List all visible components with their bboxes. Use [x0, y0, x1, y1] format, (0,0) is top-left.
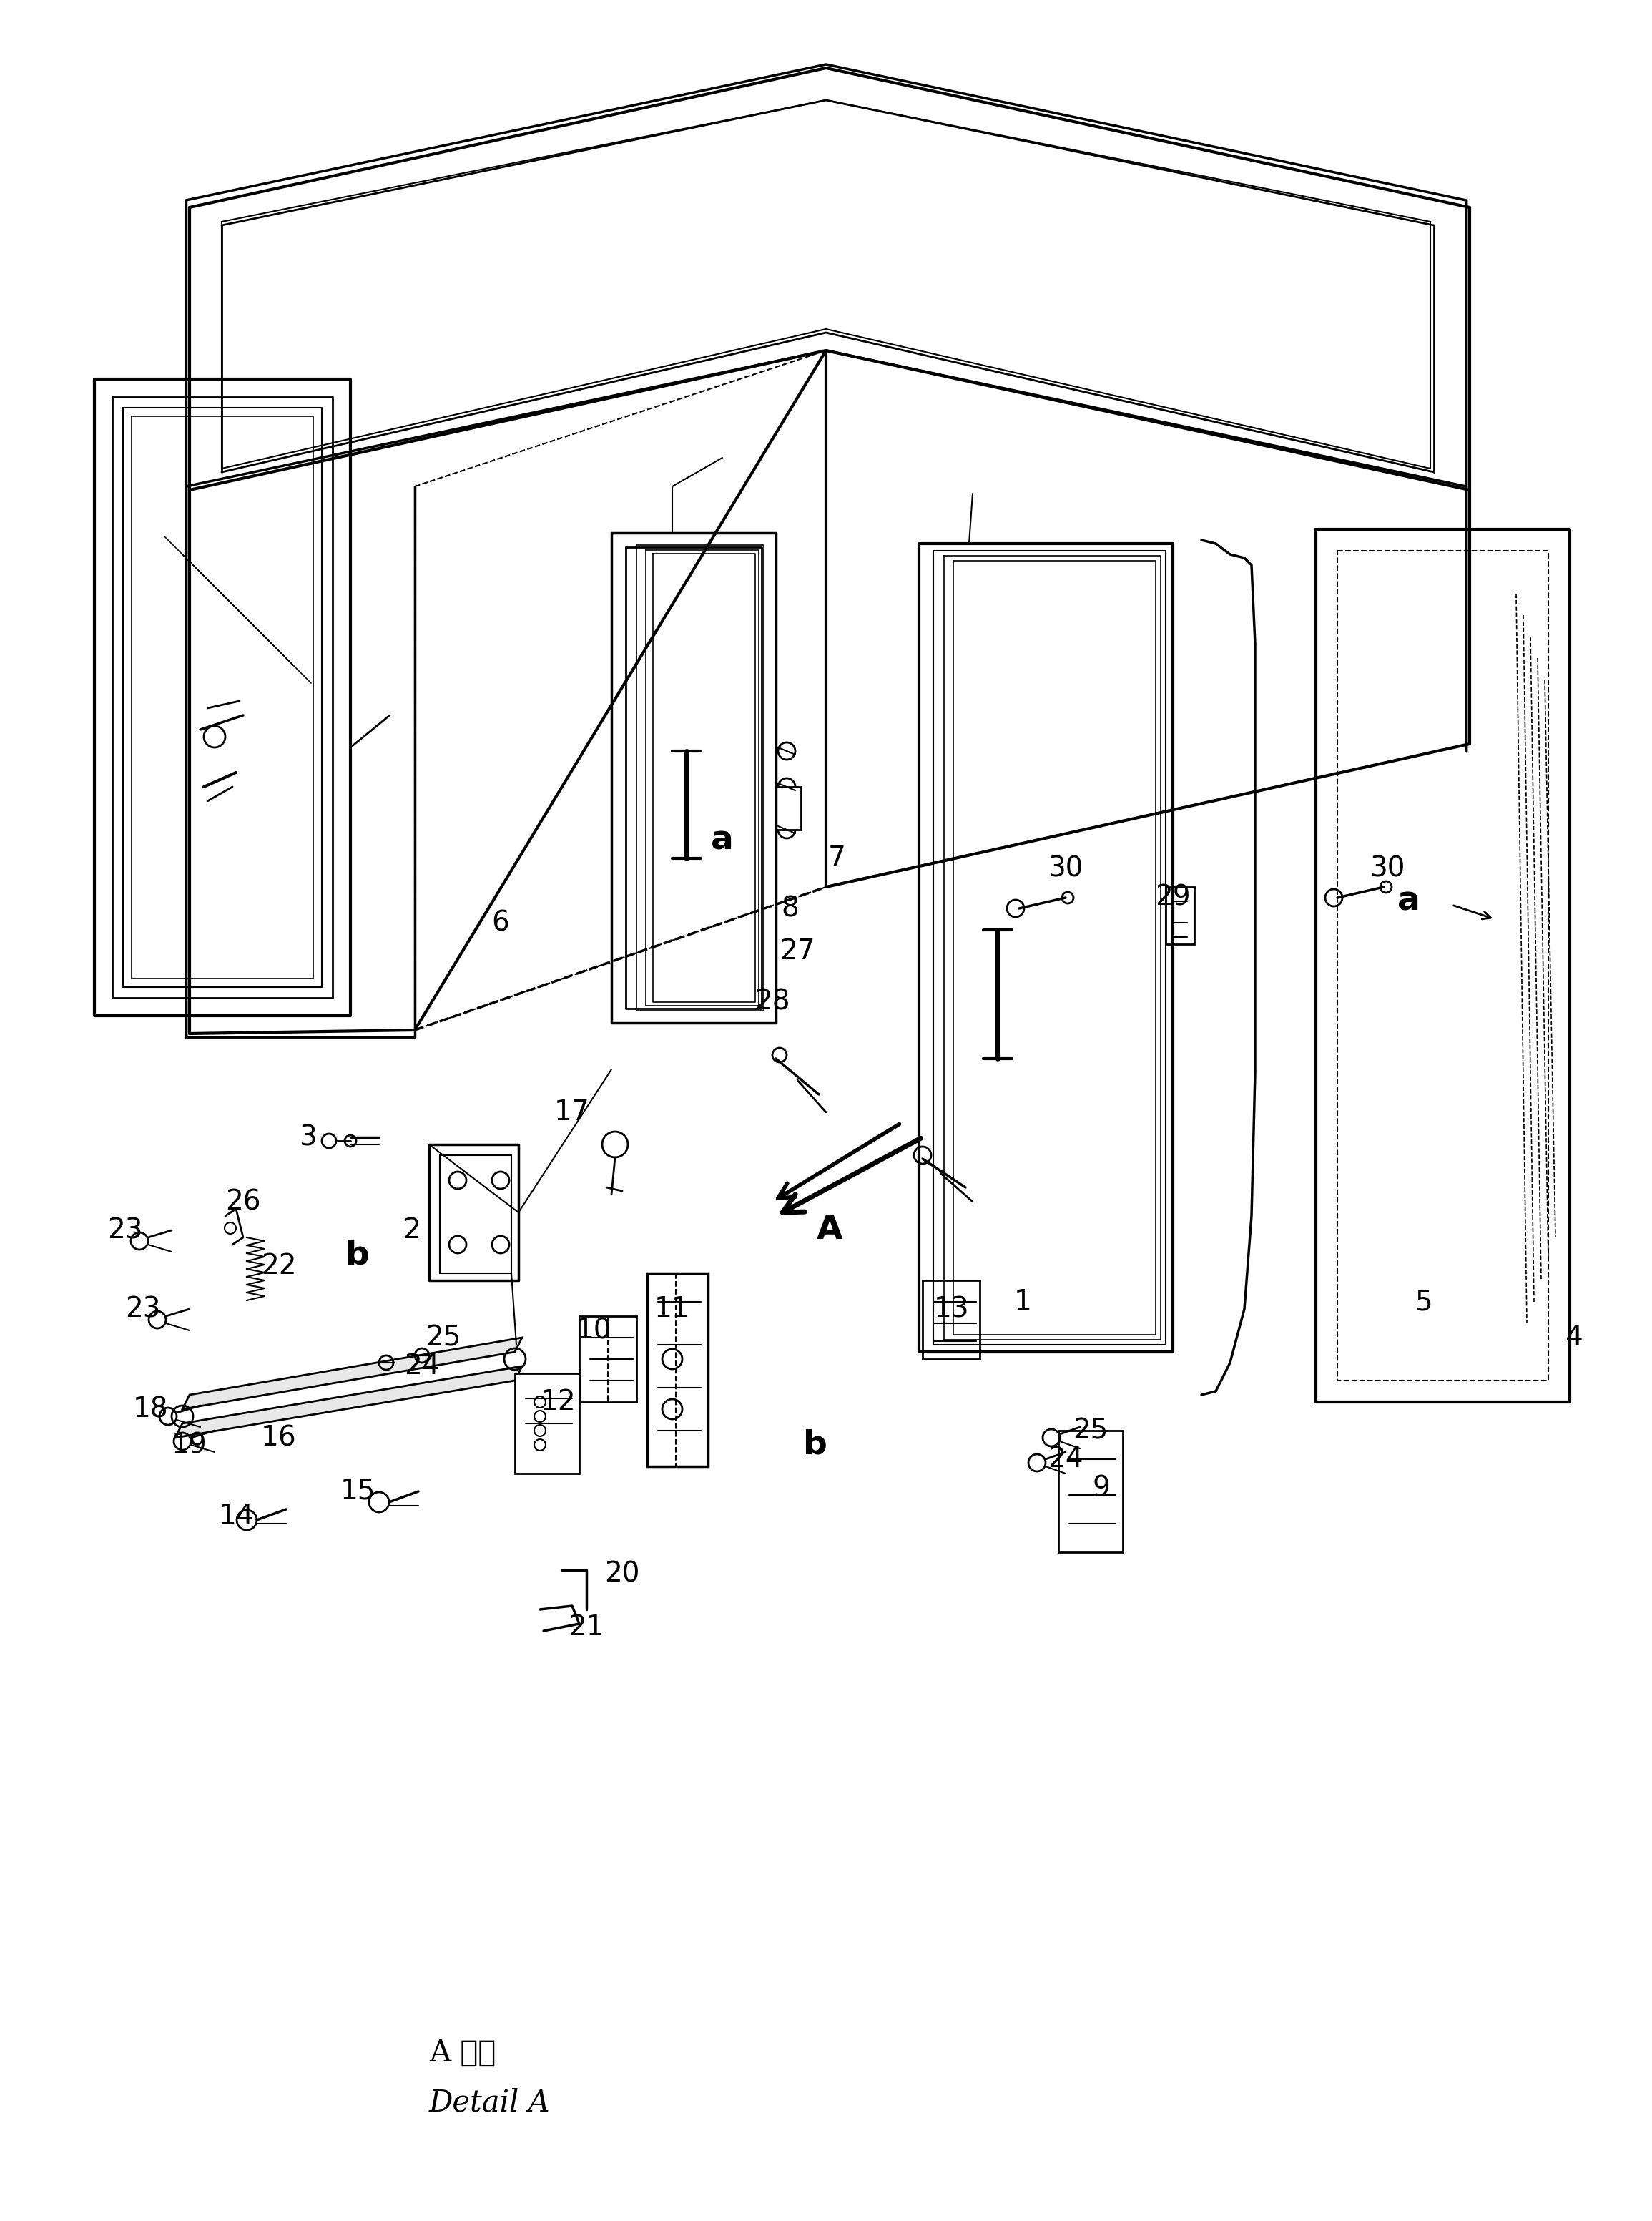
- Text: 7: 7: [828, 844, 846, 873]
- Text: 1: 1: [1014, 1288, 1031, 1315]
- Bar: [776, 786, 801, 831]
- Bar: [580, 1317, 636, 1401]
- Text: A 詳細: A 詳細: [430, 2039, 496, 2068]
- Text: 4: 4: [1564, 1324, 1583, 1350]
- Text: a: a: [710, 824, 733, 857]
- Text: 29: 29: [1155, 884, 1191, 911]
- Text: 6: 6: [492, 908, 509, 937]
- Text: 2: 2: [403, 1217, 420, 1244]
- Text: 11: 11: [654, 1295, 691, 1321]
- Polygon shape: [182, 1337, 522, 1408]
- Text: 12: 12: [540, 1388, 575, 1415]
- Text: 28: 28: [755, 988, 790, 1015]
- Polygon shape: [175, 1366, 522, 1437]
- Text: 22: 22: [261, 1253, 297, 1279]
- Text: Detail A: Detail A: [430, 2088, 550, 2119]
- Text: 25: 25: [1072, 1417, 1108, 1444]
- Text: 3: 3: [299, 1124, 317, 1150]
- Text: 24: 24: [405, 1353, 439, 1379]
- Text: 13: 13: [933, 1295, 968, 1321]
- Bar: [648, 1273, 709, 1466]
- Text: 5: 5: [1414, 1288, 1432, 1315]
- Text: 25: 25: [426, 1324, 461, 1350]
- Bar: [1166, 886, 1194, 944]
- Text: 15: 15: [340, 1477, 375, 1506]
- Text: 18: 18: [132, 1395, 169, 1424]
- Text: a: a: [1398, 886, 1421, 917]
- Bar: [1059, 1430, 1123, 1552]
- Text: 27: 27: [780, 937, 814, 964]
- Bar: [922, 1279, 980, 1359]
- Text: 30: 30: [1370, 855, 1406, 882]
- Text: 19: 19: [172, 1430, 207, 1459]
- Text: 21: 21: [568, 1615, 605, 1641]
- Text: 16: 16: [261, 1424, 297, 1450]
- Text: 9: 9: [1092, 1475, 1110, 1501]
- Text: 17: 17: [555, 1099, 590, 1126]
- Text: b: b: [345, 1239, 370, 1270]
- Text: 26: 26: [225, 1188, 261, 1215]
- Text: b: b: [803, 1428, 828, 1461]
- Text: A: A: [816, 1215, 843, 1246]
- Text: 20: 20: [605, 1559, 639, 1588]
- Text: 8: 8: [781, 895, 800, 922]
- Text: 23: 23: [126, 1295, 160, 1321]
- Text: 10: 10: [577, 1317, 611, 1344]
- Text: 14: 14: [218, 1504, 254, 1530]
- Text: 30: 30: [1047, 855, 1084, 882]
- Text: 23: 23: [107, 1217, 142, 1244]
- Text: 24: 24: [1047, 1446, 1084, 1473]
- Bar: [515, 1373, 580, 1473]
